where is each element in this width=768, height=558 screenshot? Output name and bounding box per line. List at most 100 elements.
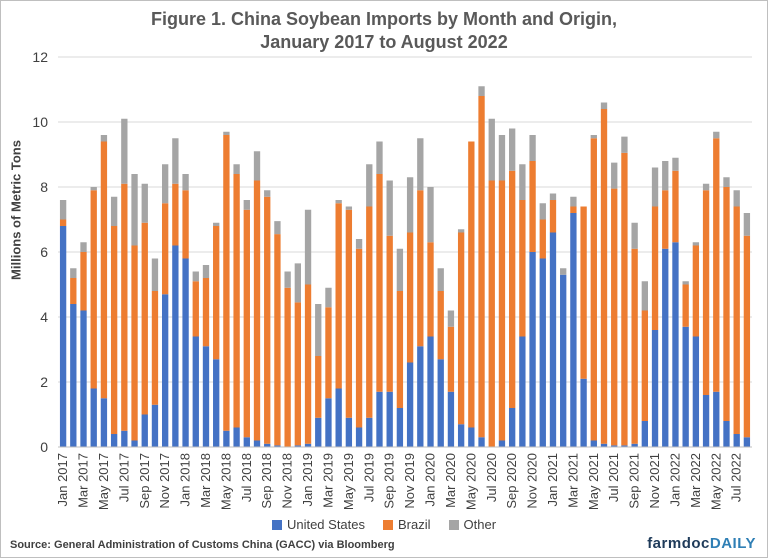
bar-other <box>294 263 302 303</box>
brand-part-1: farmdoc <box>647 535 710 552</box>
legend-label-brazil: Brazil <box>398 517 431 532</box>
x-tick-label: Mar 2020 <box>443 453 458 508</box>
bar-other <box>233 164 240 174</box>
x-tick-label: Sep 2018 <box>259 453 274 509</box>
bar-us <box>355 427 363 447</box>
bar-brazil <box>427 242 434 337</box>
x-tick-label: Mar 2018 <box>198 453 213 508</box>
legend-swatch-us <box>271 519 282 530</box>
bar-other <box>110 196 118 226</box>
bar-us <box>519 336 526 447</box>
bar-brazil <box>508 170 516 408</box>
bar-brazil <box>611 188 618 446</box>
bar-us <box>631 443 638 447</box>
bar-us <box>315 417 322 447</box>
x-tick-label: Nov 2018 <box>280 453 295 509</box>
bar-other <box>447 310 455 327</box>
bar-other <box>733 190 740 207</box>
bar-brazil <box>284 287 291 447</box>
bar-other <box>457 229 465 233</box>
bar-brazil <box>447 326 455 392</box>
bar-us <box>192 336 199 447</box>
bar-brazil <box>202 278 210 347</box>
bar-brazil <box>437 291 444 360</box>
x-tick-label: Nov 2017 <box>157 453 172 509</box>
bar-us <box>682 326 689 447</box>
legend-item-us: United States <box>271 517 365 532</box>
bar-other <box>417 138 424 191</box>
bar-brazil <box>274 234 281 446</box>
bar-us <box>121 430 128 447</box>
bar-brazil <box>396 291 404 408</box>
bar-us <box>723 421 730 447</box>
x-tick-label: Jan 2022 <box>667 453 682 507</box>
bar-brazil <box>141 222 148 415</box>
bar-us <box>570 213 577 447</box>
bar-us <box>692 336 700 447</box>
bar-brazil <box>335 203 342 389</box>
bar-us <box>172 245 179 447</box>
bar-brazil <box>110 226 118 434</box>
x-tick-label: Jul 2017 <box>116 453 131 502</box>
legend-swatch-brazil <box>383 519 393 530</box>
bar-brazil <box>417 190 424 347</box>
bar-brazil <box>131 245 138 441</box>
bar-brazil <box>570 206 577 213</box>
bar-us <box>662 248 669 447</box>
bar-brazil <box>161 203 169 295</box>
bar-brazil <box>182 190 189 259</box>
legend: United States Brazil Other <box>0 517 768 532</box>
x-tick-label: Nov 2019 <box>402 453 417 509</box>
bar-us <box>611 445 618 447</box>
x-tick-label: Jul 2022 <box>729 453 744 502</box>
bar-other <box>529 135 536 161</box>
bar-brazil <box>488 180 495 447</box>
bar-brazil <box>325 307 332 399</box>
bar-other <box>284 271 291 288</box>
bar-us <box>131 440 138 447</box>
bar-other <box>345 206 353 210</box>
bar-us <box>508 408 516 447</box>
y-tick-label: 10 <box>32 114 48 130</box>
brand-part-2: DAILY <box>709 535 756 552</box>
bar-other <box>192 271 199 282</box>
bar-other <box>315 304 322 356</box>
x-tick-label: Jan 2019 <box>300 453 315 507</box>
bar-us <box>621 445 628 447</box>
bar-us <box>59 226 67 447</box>
bar-other <box>70 268 77 278</box>
x-tick-label: Sep 2017 <box>137 453 152 509</box>
bar-other <box>600 102 608 109</box>
bar-us <box>376 391 383 447</box>
bar-other <box>182 174 189 191</box>
bar-other <box>335 200 342 204</box>
bar-brazil <box>172 183 179 246</box>
bar-us <box>396 408 404 447</box>
legend-swatch-other <box>448 519 459 530</box>
bar-other <box>570 196 577 207</box>
bar-other <box>560 268 567 275</box>
bar-brazil <box>692 245 700 337</box>
bar-brazil <box>386 235 393 392</box>
bar-brazil <box>539 219 546 259</box>
bar-brazil <box>702 190 710 395</box>
bar-brazil <box>253 180 261 441</box>
y-tick-label: 0 <box>40 439 48 455</box>
bar-brazil <box>457 232 465 425</box>
bar-brazil <box>672 170 679 243</box>
x-tick-label: May 2020 <box>463 453 478 510</box>
bar-us <box>560 274 567 447</box>
bar-brazil <box>529 161 536 252</box>
bar-brazil <box>713 138 720 392</box>
bar-brazil <box>733 206 740 434</box>
x-tick-label: Jul 2021 <box>606 453 621 502</box>
bar-brazil <box>468 141 475 428</box>
bar-us <box>182 258 189 447</box>
bar-brazil <box>243 209 250 438</box>
bar-us <box>498 440 506 447</box>
bar-other <box>131 174 138 246</box>
bar-us <box>264 443 271 447</box>
bar-other <box>243 200 250 210</box>
y-tick-label: 2 <box>40 374 48 390</box>
bar-us <box>733 434 740 447</box>
